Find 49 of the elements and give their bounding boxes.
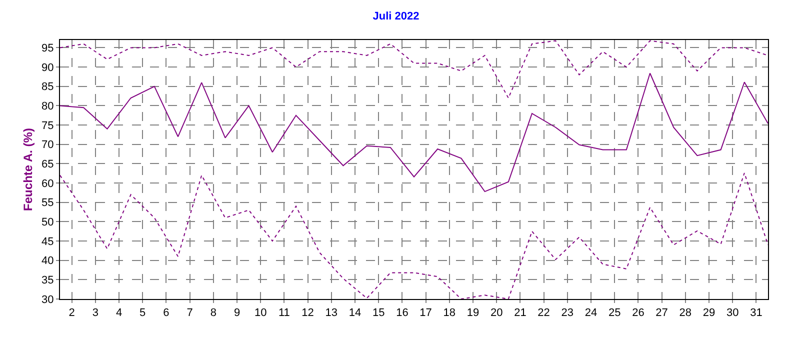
y-tick-label: 95 — [42, 42, 54, 55]
x-tick-label: 16 — [396, 307, 408, 320]
x-tick-label: 14 — [348, 307, 362, 320]
y-tick-label: 75 — [42, 120, 54, 132]
line-series — [60, 40, 768, 98]
x-tick-label: 8 — [210, 307, 216, 320]
x-tick-label: 4 — [116, 307, 122, 320]
y-tick-label: 90 — [42, 62, 54, 74]
x-tick-label: 5 — [140, 307, 146, 320]
x-tick-label: 6 — [163, 307, 170, 320]
y-tick-label: 60 — [42, 178, 54, 190]
y-tick-label: 35 — [42, 274, 54, 287]
y-tick-label: 70 — [42, 139, 54, 152]
x-tick-label: 20 — [490, 307, 503, 320]
x-tick-label: 11 — [278, 307, 290, 320]
x-tick-label: 27 — [656, 307, 668, 320]
y-tick-label: 30 — [42, 294, 54, 306]
y-tick-label: 50 — [42, 216, 54, 229]
x-tick-label: 29 — [702, 307, 716, 320]
y-tick-label: 55 — [42, 197, 54, 210]
chart-title: Juli 2022 — [372, 10, 420, 23]
x-tick-label: 21 — [514, 307, 526, 320]
y-axis-title: Feuchte A. (%) — [20, 128, 35, 211]
x-tick-label: 24 — [584, 307, 598, 320]
y-tick-label: 85 — [42, 81, 54, 94]
x-tick-label: 3 — [92, 307, 98, 320]
y-tick-label: 80 — [42, 100, 54, 113]
x-tick-label: 9 — [234, 307, 240, 320]
y-tick-label: 65 — [42, 158, 54, 171]
x-tick-label: 23 — [561, 307, 574, 320]
x-tick-label: 10 — [254, 307, 267, 320]
x-tick-label: 19 — [466, 307, 480, 320]
x-tick-label: 22 — [538, 307, 550, 320]
x-tick-label: 13 — [325, 307, 338, 320]
line-series — [60, 72, 768, 192]
x-tick-label: 28 — [679, 307, 692, 320]
x-tick-label: 30 — [726, 307, 739, 320]
y-tick-label: 45 — [42, 236, 54, 248]
y-tick-label: 40 — [42, 255, 54, 268]
line-series — [60, 172, 768, 299]
x-tick-label: 31 — [750, 307, 762, 320]
x-tick-label: 17 — [420, 307, 432, 320]
x-tick-label: 25 — [608, 307, 621, 320]
x-tick-label: 26 — [632, 307, 644, 320]
x-tick-label: 12 — [302, 307, 314, 320]
x-tick-label: 15 — [372, 307, 385, 320]
x-tick-label: 18 — [443, 307, 456, 320]
x-tick-label: 2 — [68, 307, 75, 320]
x-tick-label: 7 — [186, 307, 193, 320]
